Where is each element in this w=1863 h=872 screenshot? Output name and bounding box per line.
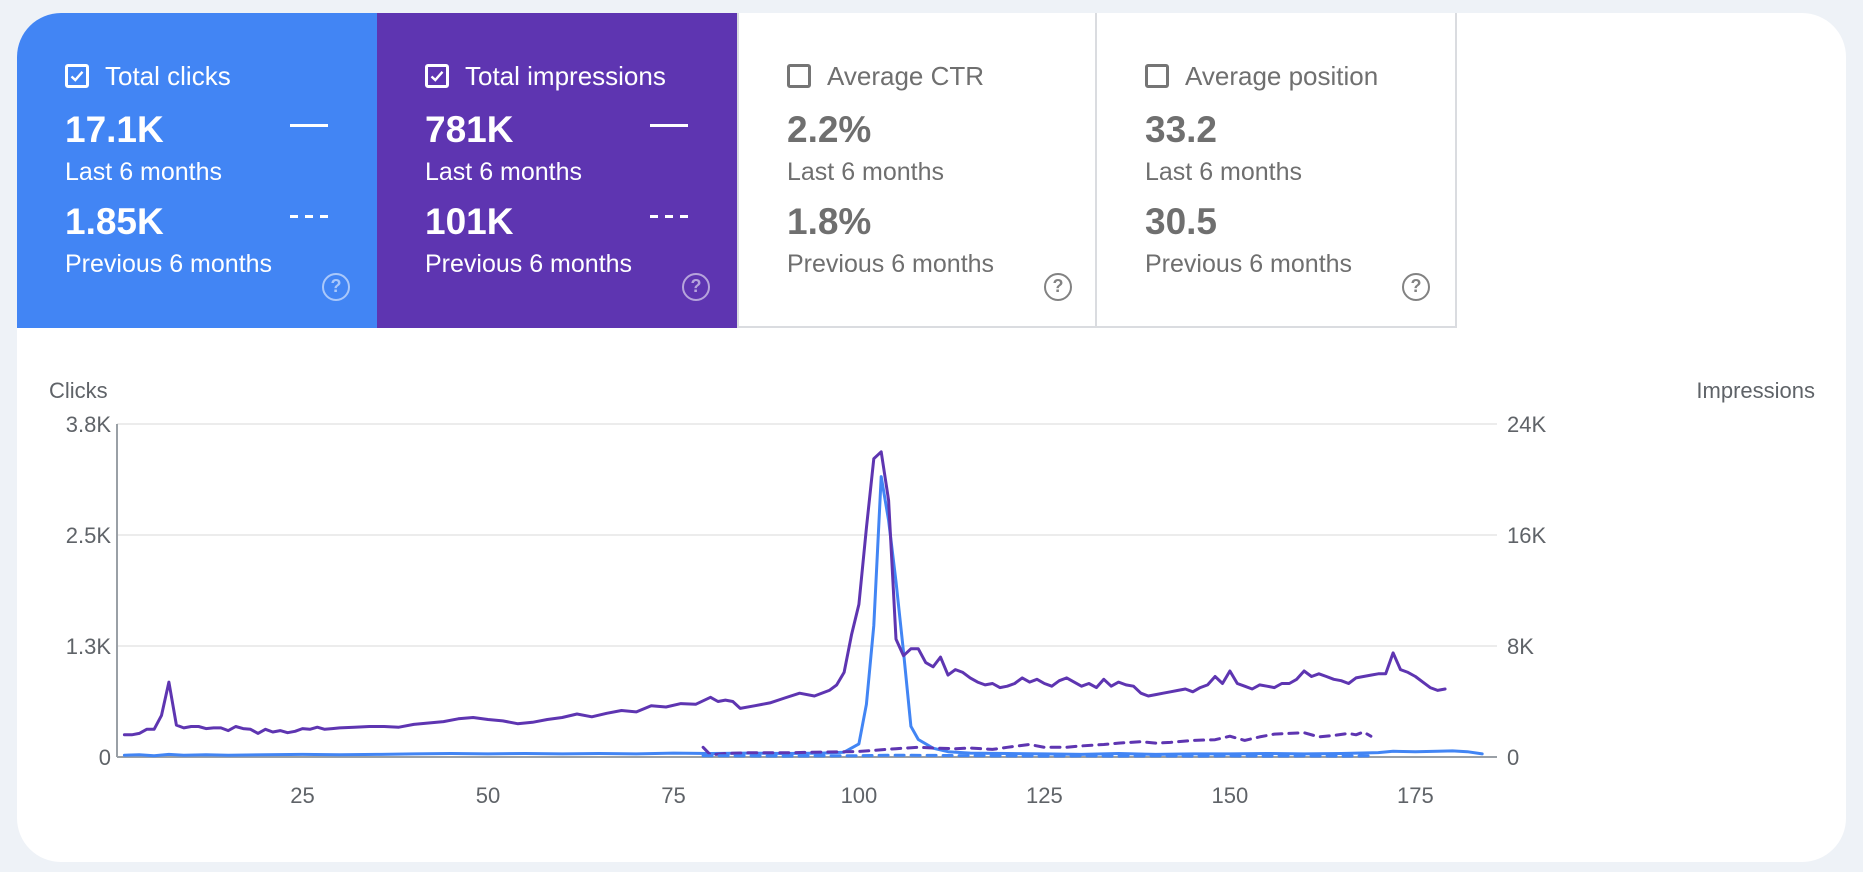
y2-axis-title: Impressions bbox=[1696, 378, 1815, 403]
metric-period: Last 6 months bbox=[787, 158, 945, 186]
checkbox-checked-icon[interactable] bbox=[65, 64, 89, 88]
y-tick-label: 3.8K bbox=[66, 412, 112, 437]
metric-previous-period: Previous 6 months bbox=[425, 250, 633, 278]
help-icon[interactable]: ? bbox=[1402, 273, 1430, 301]
x-tick-label: 150 bbox=[1212, 783, 1249, 808]
metric-period: Last 6 months bbox=[425, 158, 583, 186]
metric-previous-value: 30.5 bbox=[1145, 201, 1218, 242]
metric-value: 17.1K bbox=[65, 109, 164, 150]
legend-solid-line-icon bbox=[290, 124, 328, 127]
help-icon[interactable]: ? bbox=[682, 273, 710, 301]
legend-dashed-line-icon bbox=[650, 215, 688, 218]
metric-value: 33.2 bbox=[1145, 109, 1218, 150]
y-tick-label: 0 bbox=[99, 745, 111, 770]
checkbox-unchecked-icon[interactable] bbox=[787, 64, 811, 88]
metric-title: Total impressions bbox=[465, 61, 666, 91]
metric-previous-period: Previous 6 months bbox=[1145, 250, 1353, 278]
y2-tick-label: 0 bbox=[1507, 745, 1519, 770]
series-line-2 bbox=[701, 730, 1373, 757]
y2-tick-label: 24K bbox=[1507, 412, 1546, 437]
metric-tiles: Total clicks 17.1K Last 6 months 1.85K P… bbox=[17, 13, 1457, 328]
legend-dashed-line-icon bbox=[290, 215, 328, 218]
series-line-1 bbox=[122, 450, 1447, 737]
legend-solid-line-icon bbox=[650, 124, 688, 127]
x-tick-label: 175 bbox=[1397, 783, 1434, 808]
metric-total-impressions[interactable]: Total impressions 781K Last 6 months 101… bbox=[377, 13, 737, 328]
x-tick-label: 50 bbox=[476, 783, 500, 808]
metric-previous-value: 101K bbox=[425, 201, 514, 242]
metric-title: Total clicks bbox=[105, 61, 231, 91]
help-icon[interactable]: ? bbox=[322, 273, 350, 301]
series-line-3 bbox=[701, 753, 1373, 758]
y2-tick-label: 16K bbox=[1507, 523, 1546, 548]
x-tick-label: 75 bbox=[661, 783, 685, 808]
metric-previous-value: 1.8% bbox=[787, 201, 872, 242]
metric-period: Last 6 months bbox=[65, 158, 223, 186]
checkbox-unchecked-icon[interactable] bbox=[1145, 64, 1169, 88]
y-tick-label: 1.3K bbox=[66, 634, 112, 659]
y2-tick-label: 8K bbox=[1507, 634, 1534, 659]
x-tick-label: 25 bbox=[290, 783, 314, 808]
metric-previous-value: 1.85K bbox=[65, 201, 164, 242]
performance-chart: Clicks Impressions 3.8K 24K 2.5K 16K 1.3K 8K 0… bbox=[49, 378, 1815, 808]
metric-average-ctr[interactable]: Average CTR 2.2% Last 6 months 1.8% Prev… bbox=[737, 13, 1097, 328]
metric-title: Average CTR bbox=[827, 61, 985, 91]
metric-value: 2.2% bbox=[787, 109, 872, 150]
metric-previous-period: Previous 6 months bbox=[787, 250, 995, 278]
metric-previous-period: Previous 6 months bbox=[65, 250, 273, 278]
y-tick-label: 2.5K bbox=[66, 523, 112, 548]
x-tick-label: 100 bbox=[841, 783, 878, 808]
series-line-0 bbox=[122, 475, 1484, 758]
metric-value: 781K bbox=[425, 109, 514, 150]
metric-total-clicks[interactable]: Total clicks 17.1K Last 6 months 1.85K P… bbox=[17, 13, 377, 328]
y-axis-title: Clicks bbox=[49, 378, 108, 403]
metric-average-position[interactable]: Average position 33.2 Last 6 months 30.5… bbox=[1097, 13, 1457, 328]
metric-period: Last 6 months bbox=[1145, 158, 1303, 186]
x-tick-label: 125 bbox=[1026, 783, 1063, 808]
metric-title: Average position bbox=[1185, 61, 1379, 91]
help-icon[interactable]: ? bbox=[1044, 273, 1072, 301]
checkbox-checked-icon[interactable] bbox=[425, 64, 449, 88]
performance-card: Total clicks 17.1K Last 6 months 1.85K P… bbox=[17, 13, 1846, 862]
